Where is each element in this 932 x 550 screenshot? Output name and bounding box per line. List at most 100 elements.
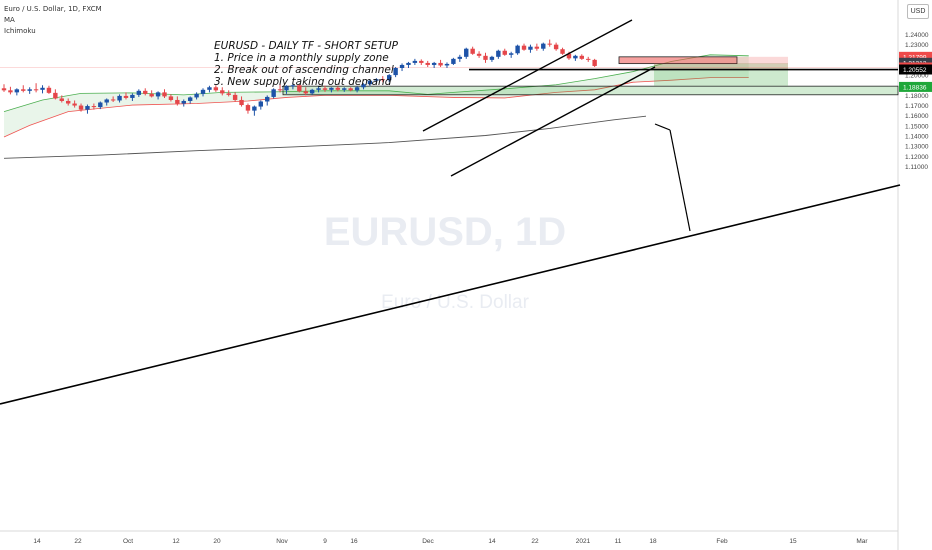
currency-button[interactable]: USD [907,4,929,19]
candle-body [91,106,97,108]
candle-body [573,55,578,59]
annotation-line-2: 2. Break out of ascending channel [214,64,394,76]
candle-body [27,89,32,91]
candle-body [232,94,238,100]
candle-body [412,60,418,63]
candle-body [162,92,167,97]
candle-body [290,85,296,87]
candle-body [277,89,283,91]
annotation-line-3: 3. New supply taking out demand [214,76,392,88]
candle-body [284,86,289,91]
y-tick-label: 1.11000 [905,164,928,171]
x-tick-label: Nov [276,538,288,545]
y-tick-label: 1.13000 [905,144,929,151]
candle-body [393,67,398,76]
price-label: 1.18836 [903,84,927,91]
candle-body [8,90,13,93]
candle-body [592,59,597,66]
candle-body [59,98,64,101]
candle-body [502,50,507,55]
supply-zone-extension [737,56,788,64]
candle-body [361,84,366,88]
candle-body [271,89,276,97]
candle-body [534,46,540,49]
x-tick-label: 14 [33,538,41,545]
candle-body [239,99,244,106]
candle-body [66,100,71,104]
candle-body [470,48,475,54]
watermark-name: Euro / U.S. Dollar [381,292,529,313]
indicator-ichimoku-label[interactable]: Ichimoku [4,27,36,35]
candle-body [367,80,373,85]
candle-body [380,79,385,81]
candle-body [476,53,482,56]
candle-body [354,87,360,91]
candle-body [374,79,379,81]
risk-zone [654,63,788,70]
candle-body [245,105,251,111]
annotation-line-1: 1. Price in a monthly supply zone [214,52,389,64]
candle-body [547,43,552,45]
x-tick-label: 2021 [576,538,591,545]
candle-body [316,88,321,90]
candle-body [322,88,328,90]
candle-body [265,96,270,102]
candle-body [98,102,103,108]
candle-body [515,45,520,54]
candle-body [399,64,405,68]
candle-body [155,92,161,97]
candle-body [387,75,392,81]
candle-body [143,90,148,94]
candle-body [335,87,341,90]
candle-body [168,96,174,100]
x-tick-label: Dec [422,538,434,545]
candle-body [220,90,225,94]
candle-body [342,88,347,90]
x-tick-label: 18 [649,538,657,545]
x-tick-label: 22 [74,538,82,545]
candle-body [560,49,565,54]
y-tick-label: 1.14000 [905,134,929,141]
candle-body [213,87,219,91]
candle-body [489,56,495,60]
candle-body [496,50,501,57]
candle-body [521,45,527,50]
candle-body [348,88,353,91]
candle-body [110,99,116,101]
candle-body [579,55,584,59]
candle-body [181,100,186,104]
candle-body [226,93,231,95]
y-tick-label: 1.18000 [905,93,929,100]
candle-body [14,89,20,93]
demand-zone [282,85,899,96]
candle-body [175,99,180,104]
long-trendline [0,184,901,405]
candle-body [53,92,58,99]
candle-body [438,62,443,66]
candle-body [419,60,424,63]
ma-line [3,115,647,159]
candle-body [483,55,488,60]
candle-body [508,53,514,55]
candle-body [33,89,39,91]
candle-body [309,89,315,94]
candle-body [258,101,263,107]
supply-zone [618,56,738,65]
candle-body [541,43,546,49]
y-tick-label: 1.16000 [905,113,929,120]
y-tick-label: 1.17000 [905,103,929,110]
channel-upper-line [422,19,633,132]
x-tick-label: Mar [856,538,868,545]
candle-body [40,87,45,90]
y-tick-label: 1.15000 [905,123,929,130]
setup-annotation: EURUSD - DAILY TF - SHORT SETUP 1. Price… [214,40,398,88]
candle-body [528,46,533,50]
price-label: 1.20552 [903,67,927,74]
candle-body [72,103,77,106]
watermark-symbol: EURUSD, 1D [324,210,566,254]
indicator-ma-label[interactable]: MA [4,16,15,24]
candle-body [464,48,469,57]
y-tick-label: 1.12000 [905,154,929,161]
x-tick-label: 9 [323,538,327,545]
